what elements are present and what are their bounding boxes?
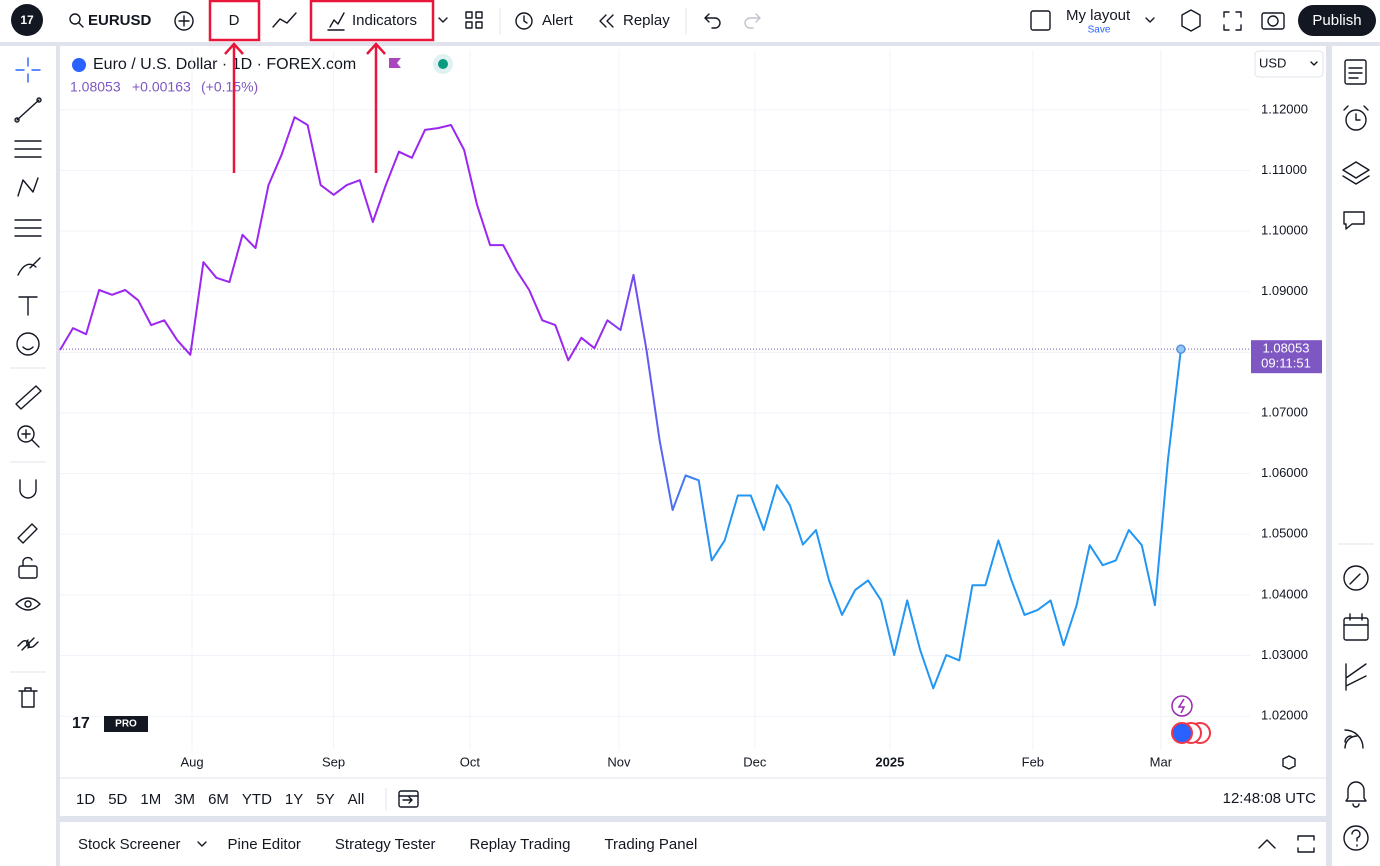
settings[interactable] xyxy=(1181,9,1201,32)
chart-type[interactable] xyxy=(272,12,297,28)
left-separators xyxy=(10,367,46,673)
price-line xyxy=(59,116,1182,690)
price-chart: Aug Sep Oct Nov Dec 2025 Feb Mar 1.02000 1.03000 1… xyxy=(59,50,1322,769)
alert-label[interactable]: Alert xyxy=(542,12,574,29)
panel-tab[interactable]: Stock Screener xyxy=(78,836,181,853)
interval[interactable]: D xyxy=(229,12,240,29)
panel-tab[interactable]: Trading Panel xyxy=(604,836,697,853)
y-tick-label: 1.09000 xyxy=(1261,283,1308,298)
range-button[interactable]: 6M xyxy=(208,791,229,808)
y-tick-label: 1.03000 xyxy=(1261,647,1308,662)
layout-dropdown[interactable] xyxy=(1145,17,1155,23)
y-tick-label: 1.04000 xyxy=(1261,586,1308,601)
indicators-label[interactable]: Indicators xyxy=(352,12,417,29)
collapse-panel[interactable] xyxy=(1258,839,1276,849)
panel-tab[interactable]: Strategy Tester xyxy=(335,836,436,853)
price-tag xyxy=(1251,340,1322,374)
x-tick-label: Feb xyxy=(1022,754,1044,769)
chart-panel xyxy=(60,46,1326,816)
layout-icon[interactable] xyxy=(1030,10,1051,31)
y-tick-label: 1.02000 xyxy=(1261,708,1308,723)
event-icons[interactable] xyxy=(1171,695,1211,744)
dropdown[interactable] xyxy=(438,17,448,23)
range-button[interactable]: YTD xyxy=(242,791,272,808)
replay-button[interactable]: Replay xyxy=(599,12,670,29)
legend-change-pct: (+0.15%) xyxy=(201,79,258,95)
symbol-search[interactable]: EURUSD xyxy=(69,12,152,29)
indicators-button[interactable]: Indicators xyxy=(327,12,417,31)
time-ranges: 1D 5D 1M 3M 6M YTD 1Y 5Y All xyxy=(76,791,364,808)
y-tick-label: 1.07000 xyxy=(1261,404,1308,419)
x-tick-label: Oct xyxy=(460,754,481,769)
undo[interactable] xyxy=(704,13,721,29)
panel-tab[interactable]: Replay Trading xyxy=(470,836,571,853)
left-toolbar xyxy=(0,46,56,866)
legend-price: 1.08053 xyxy=(70,79,121,95)
top-toolbar xyxy=(0,0,1380,42)
axis-settings[interactable] xyxy=(1282,755,1296,770)
bottom-panel xyxy=(60,822,1326,866)
annotation-arrows xyxy=(224,42,386,173)
currency[interactable]: USD xyxy=(1259,55,1286,70)
date-range-picker[interactable] xyxy=(398,790,419,808)
drawing-tools[interactable] xyxy=(14,57,42,708)
alert-button[interactable]: Alert xyxy=(515,12,574,30)
layout-name[interactable]: My layout xyxy=(1066,7,1131,24)
panel-tab[interactable]: Pine Editor xyxy=(228,836,301,853)
svg-text:17: 17 xyxy=(72,715,90,732)
watermark: 17 PRO xyxy=(72,715,148,732)
svg-text:PRO: PRO xyxy=(115,719,137,730)
sidebar-tools[interactable] xyxy=(1342,59,1370,851)
x-tick-label: Sep xyxy=(322,754,345,769)
range-button[interactable]: 1D xyxy=(76,791,95,808)
svg-text:17: 17 xyxy=(20,13,34,27)
symbol[interactable]: EURUSD xyxy=(88,12,152,29)
range-button[interactable]: 3M xyxy=(174,791,195,808)
x-tick-label: Mar xyxy=(1150,754,1173,769)
market-status-dot xyxy=(438,59,448,69)
bottom-tabs: Stock Screener Pine Editor Strategy Tester… xyxy=(78,836,697,853)
y-tick-label: 1.10000 xyxy=(1261,223,1308,238)
y-tick-label: 1.05000 xyxy=(1261,526,1308,541)
maximize-panel[interactable] xyxy=(1297,835,1315,853)
countdown: 09:11:51 xyxy=(1261,356,1311,371)
x-tick-label: Nov xyxy=(607,754,631,769)
last-point xyxy=(1176,344,1186,354)
y-tick-label: 1.06000 xyxy=(1261,465,1308,480)
save-label[interactable]: Save xyxy=(1088,25,1111,36)
highlight-box xyxy=(309,0,435,42)
range-button[interactable]: 5D xyxy=(108,791,127,808)
range-button[interactable]: 5Y xyxy=(316,791,334,808)
logo[interactable]: 17 xyxy=(11,4,43,36)
flag-marker[interactable] xyxy=(389,58,401,68)
clock[interactable]: 12:48:08 UTC xyxy=(1223,790,1317,807)
currency-dropdown[interactable] xyxy=(1310,61,1318,66)
add-symbol[interactable] xyxy=(174,11,194,31)
currency-select[interactable] xyxy=(1254,50,1324,78)
templates[interactable] xyxy=(465,11,483,29)
y-tick-label: 1.11000 xyxy=(1261,162,1307,177)
redo[interactable] xyxy=(744,13,761,29)
x-tick-label: 2025 xyxy=(875,754,904,769)
y-tick-label: 1.12000 xyxy=(1261,101,1308,116)
snapshot[interactable] xyxy=(1261,12,1285,30)
symbol-flag xyxy=(72,58,86,72)
right-sidebar xyxy=(1332,46,1380,866)
price-tag-label: 1.08053 xyxy=(1263,341,1310,356)
range-button[interactable]: 1M xyxy=(140,791,161,808)
highlight-box xyxy=(208,0,261,42)
x-tick-label: Dec xyxy=(743,754,767,769)
publish-label[interactable]: Publish xyxy=(1312,12,1361,29)
fullscreen[interactable] xyxy=(1223,11,1242,31)
legend-change: +0.00163 xyxy=(132,79,191,95)
replay-label[interactable]: Replay xyxy=(623,12,670,29)
x-tick-label: Aug xyxy=(180,754,203,769)
publish-button[interactable] xyxy=(1298,5,1376,36)
range-button[interactable]: 1Y xyxy=(285,791,303,808)
screener-dropdown[interactable] xyxy=(197,841,207,847)
range-button[interactable]: All xyxy=(348,791,365,808)
legend-title: Euro / U.S. Dollar · 1D · FOREX.com xyxy=(93,56,356,73)
